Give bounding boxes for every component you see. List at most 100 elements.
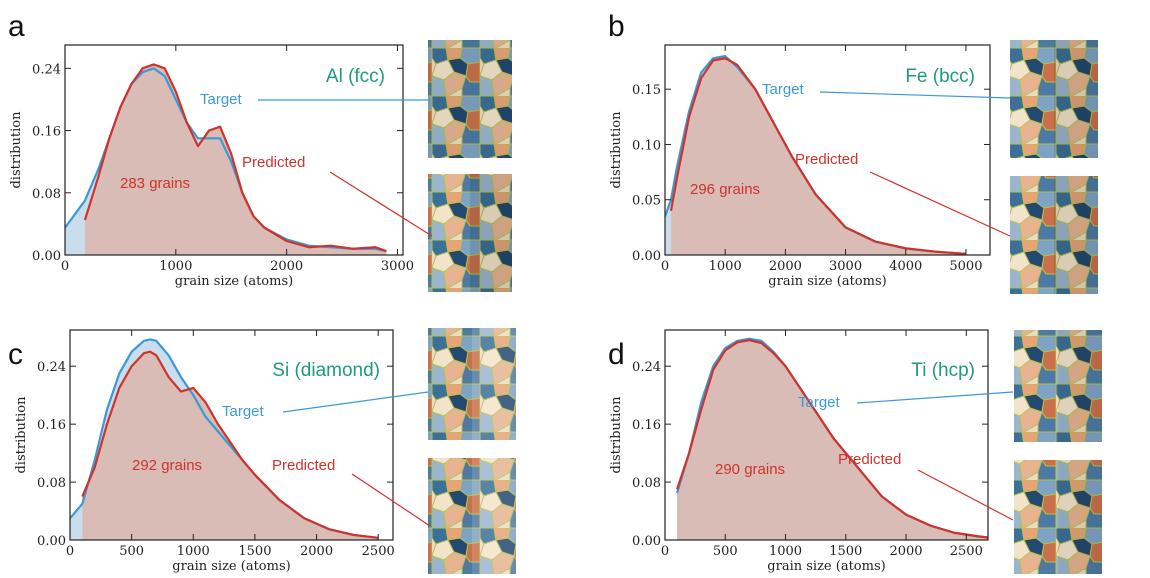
x-tick-label: 2500 (362, 544, 395, 559)
x-tick-label: 1500 (238, 544, 271, 559)
y-tick-label: 0.00 (32, 249, 61, 264)
legend-label: Target (222, 403, 265, 420)
leader-line (869, 171, 1011, 237)
y-axis-label: distribution (9, 111, 24, 189)
x-tick-label: 0 (66, 544, 74, 559)
x-tick-label: 2000 (270, 259, 303, 274)
leader-line (329, 171, 433, 237)
y-tick-label: 0.16 (632, 418, 661, 433)
x-tick-label: 3000 (829, 259, 862, 274)
x-tick-label: 2000 (889, 544, 922, 559)
x-tick-label: 1000 (709, 259, 742, 274)
material-label: Al (fcc) (326, 66, 385, 87)
grain-count: 296 grains (690, 181, 760, 198)
x-tick-label: 500 (713, 544, 738, 559)
x-tick-label: 0 (61, 259, 69, 274)
x-tick-label: 0 (661, 544, 669, 559)
y-tick-label: 0.08 (632, 476, 661, 491)
area-fill (671, 58, 966, 255)
cube-image (1014, 330, 1102, 442)
grain-count: 290 grains (715, 461, 785, 478)
cube-image (1010, 176, 1098, 294)
cube-image (428, 328, 516, 440)
x-tick-label: 2500 (950, 544, 983, 559)
x-tick-label: 1500 (829, 544, 862, 559)
x-tick-label: 3000 (381, 259, 414, 274)
y-axis-label: distribution (14, 396, 29, 474)
cube-image (428, 40, 512, 158)
panel-letter: a (8, 10, 25, 43)
y-tick-label: 0.00 (632, 534, 661, 549)
y-tick-label: 0.00 (37, 534, 66, 549)
x-axis-label: grain size (atoms) (768, 274, 886, 289)
x-axis-label: grain size (atoms) (767, 559, 885, 574)
axes-frame (69, 329, 394, 541)
x-tick-label: 2000 (300, 544, 333, 559)
legend-label: Predicted (242, 154, 305, 171)
legend-label: Predicted (795, 151, 858, 168)
cube-image (428, 458, 516, 574)
legend-label: Predicted (272, 457, 335, 474)
material-label: Ti (hcp) (911, 360, 975, 381)
legend-label: Target (200, 91, 243, 108)
panel-letter: c (8, 338, 23, 371)
series-line (669, 57, 967, 255)
y-tick-label: 0.24 (32, 62, 61, 77)
y-tick-label: 0.16 (32, 125, 61, 140)
series-line (83, 63, 387, 253)
panel: 0 500 1000 1500 2000 2500 0.00 0.08 0.16 0.24 grai… (608, 329, 1014, 574)
legend-label: Target (798, 394, 841, 411)
y-tick-label: 0.10 (632, 138, 661, 153)
x-tick-label: 2000 (769, 259, 802, 274)
y-tick-label: 0.08 (37, 476, 66, 491)
y-axis-label: distribution (609, 396, 624, 474)
x-axis-label: grain size (atoms) (175, 274, 293, 289)
x-tick-label: 0 (661, 259, 669, 274)
cube-image (428, 174, 512, 292)
leader-line (819, 91, 1011, 99)
plot-area (675, 337, 988, 540)
y-tick-label: 0.24 (37, 360, 66, 375)
cube-image (1010, 40, 1098, 158)
grain-count: 292 grains (132, 457, 202, 474)
plot-area (65, 63, 387, 255)
area-fill (677, 340, 988, 540)
panel: 0 500 1000 1500 2000 2500 0.00 0.08 0.16 0.24 grai… (8, 329, 431, 574)
x-tick-label: 1000 (177, 544, 210, 559)
axes-frame (64, 44, 404, 256)
y-axis-label: distribution (609, 111, 624, 189)
panel: 0 1000 2000 3000 4000 5000 0.00 0.05 0.10 0.15 gra… (608, 10, 1011, 289)
series-line (81, 350, 379, 539)
leader-line (351, 473, 431, 527)
y-tick-label: 0.05 (632, 194, 661, 209)
y-tick-label: 0.00 (632, 249, 661, 264)
axes-frame (664, 44, 991, 256)
axes-frame (664, 329, 989, 541)
y-tick-label: 0.08 (32, 187, 61, 202)
x-tick-label: 5000 (949, 259, 982, 274)
plot-area (70, 338, 379, 540)
grain-count: 283 grains (120, 175, 190, 192)
x-tick-label: 1000 (159, 259, 192, 274)
y-tick-label: 0.15 (632, 83, 661, 98)
leader-line (856, 391, 1014, 404)
x-axis-label: grain size (atoms) (172, 559, 290, 574)
leader-line (917, 469, 1014, 521)
series-line (676, 339, 988, 539)
x-tick-label: 1000 (769, 544, 802, 559)
cube-image (1014, 460, 1102, 574)
y-tick-label: 0.24 (632, 360, 661, 375)
panel-letter: b (608, 10, 625, 43)
y-tick-label: 0.16 (37, 418, 66, 433)
x-tick-label: 4000 (889, 259, 922, 274)
material-label: Si (diamond) (272, 360, 380, 381)
panel-letter: d (608, 338, 625, 371)
plot-area (665, 54, 967, 255)
area-fill (84, 64, 387, 255)
material-label: Fe (bcc) (905, 66, 975, 87)
grain-renderings (428, 40, 1102, 574)
legend-label: Target (762, 81, 805, 98)
panel: 0 1000 2000 3000 0.00 0.08 0.16 0.24 grain size … (8, 10, 433, 289)
x-tick-label: 500 (119, 544, 144, 559)
